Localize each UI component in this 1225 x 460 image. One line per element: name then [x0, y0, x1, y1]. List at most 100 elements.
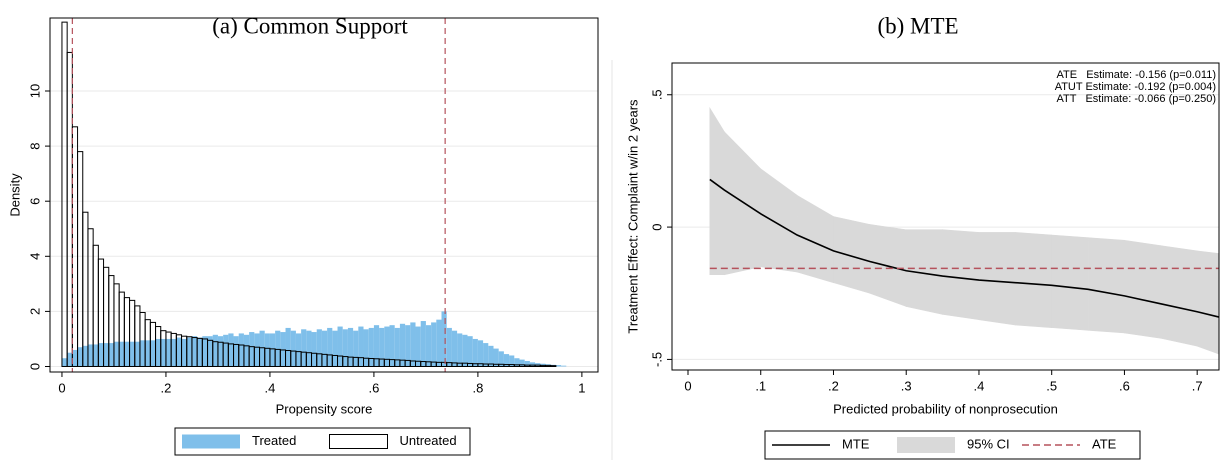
x-tick-label: 1	[578, 380, 585, 395]
confidence-band	[1015, 232, 1052, 328]
histogram-bar	[306, 330, 312, 367]
x-tick-label: .2	[828, 378, 839, 393]
x-tick-label: .4	[265, 380, 276, 395]
plot-frame	[671, 62, 1220, 371]
histogram-bar	[436, 319, 442, 367]
histogram-bar	[493, 348, 499, 367]
histogram-bar	[342, 329, 348, 367]
x-tick-label: .7	[1192, 378, 1203, 393]
histogram-bar	[347, 327, 354, 367]
y-tick-label: 8	[27, 142, 42, 149]
histogram-bar	[316, 329, 322, 367]
histogram-bar	[477, 340, 484, 367]
annotation: ATE Estimate: -0.156 (p=0.011)	[1057, 69, 1216, 81]
histogram-bar	[155, 338, 161, 367]
legend-swatch	[182, 434, 240, 449]
confidence-band	[1051, 234, 1089, 331]
histogram-bar	[550, 365, 557, 367]
histogram-bar	[238, 333, 244, 367]
histogram-bar	[212, 334, 218, 367]
histogram-bar	[389, 325, 395, 367]
histogram-bar	[160, 338, 166, 367]
histogram-bar	[379, 327, 385, 367]
histogram-bar	[353, 330, 359, 367]
confidence-band	[1124, 239, 1162, 339]
histogram-bar	[472, 338, 478, 367]
histogram-bar	[280, 332, 286, 367]
chart-panel: (b) MTE -.5 0 .5 0 .1 .2 .3 .4 .5 .6 .7 Predicted pr…	[625, 13, 1220, 460]
histogram-bar	[415, 326, 421, 367]
x-tick-label: .1	[755, 378, 766, 393]
histogram-bar	[87, 344, 94, 367]
histogram-bar	[228, 333, 234, 367]
confidence-band	[833, 216, 871, 294]
histogram-bar	[119, 341, 125, 367]
histogram-bar	[171, 338, 177, 367]
histogram-bar	[446, 327, 452, 367]
legend-swatch	[897, 437, 955, 453]
histogram-bar	[358, 326, 364, 367]
legend-label: Treated	[252, 433, 296, 448]
histogram-bar	[483, 343, 489, 367]
x-axis-title: Propensity score	[276, 401, 373, 416]
histogram-bar	[134, 341, 140, 367]
histogram-bar	[529, 362, 536, 367]
histogram-bar	[451, 330, 458, 367]
histogram-bar	[197, 337, 203, 367]
histogram-bar	[129, 341, 135, 367]
histogram-bar	[311, 332, 317, 367]
histogram-bar	[165, 338, 172, 367]
histogram-bar	[176, 337, 182, 367]
histogram-bar	[124, 341, 130, 367]
histogram-bar	[264, 333, 270, 367]
histogram-bar	[462, 334, 468, 367]
histogram-bar	[519, 359, 525, 367]
plot-area	[50, 18, 598, 372]
histogram-bar	[139, 340, 146, 367]
y-tick-label: -.5	[649, 352, 664, 367]
confidence-band	[1160, 245, 1198, 347]
histogram-bar	[373, 325, 380, 367]
histogram-bar	[420, 321, 426, 367]
confidence-band	[1087, 237, 1125, 334]
histogram-bar	[363, 329, 369, 367]
x-tick-label: 0	[58, 380, 65, 395]
histogram-bar	[269, 333, 276, 367]
histogram-bar	[498, 351, 504, 367]
chart-panel: (a) Common Support 0 2 4 6 8 10 0 .2 .4 .6 .8 1 Prope…	[7, 13, 599, 456]
histogram-bar	[103, 343, 109, 367]
histogram-bar	[488, 345, 494, 367]
y-tick-label: 10	[27, 84, 42, 98]
y-tick-label: 2	[27, 308, 42, 315]
histogram-bar	[259, 330, 265, 367]
legend-label: Untreated	[400, 433, 457, 448]
histogram-bar	[327, 327, 333, 367]
histogram-bar	[509, 355, 515, 367]
legend-label: 95% CI	[967, 436, 1010, 451]
y-tick-label: 6	[27, 198, 42, 205]
histogram-bar	[207, 336, 213, 367]
histogram-bar	[233, 336, 239, 367]
histogram-bar	[249, 332, 255, 367]
y-axis-title: Treatment Effect: Complaint w/in 2 years	[625, 99, 640, 334]
histogram-bar	[181, 338, 187, 367]
x-tick-label: .8	[472, 380, 483, 395]
confidence-band	[709, 106, 725, 276]
histogram-bar	[254, 333, 260, 367]
y-tick-label: 4	[27, 253, 42, 260]
x-axis-title: Predicted probability of nonprosecution	[833, 401, 1058, 416]
mte-line	[709, 178, 1220, 318]
histogram-bar	[98, 343, 104, 367]
legend-swatch	[329, 434, 388, 449]
histogram-bar	[555, 365, 562, 367]
annotation: ATUT Estimate: -0.192 (p=0.004)	[1055, 81, 1216, 93]
confidence-band	[942, 229, 980, 321]
y-axis-title: Density	[7, 173, 22, 217]
histogram-bar	[243, 334, 250, 367]
histogram-bar	[67, 352, 73, 367]
x-tick-label: .4	[974, 378, 985, 393]
legend-label: MTE	[842, 436, 870, 451]
annotation: ATT Estimate: -0.066 (p=0.250)	[1057, 93, 1216, 105]
histogram-bar	[524, 360, 530, 367]
